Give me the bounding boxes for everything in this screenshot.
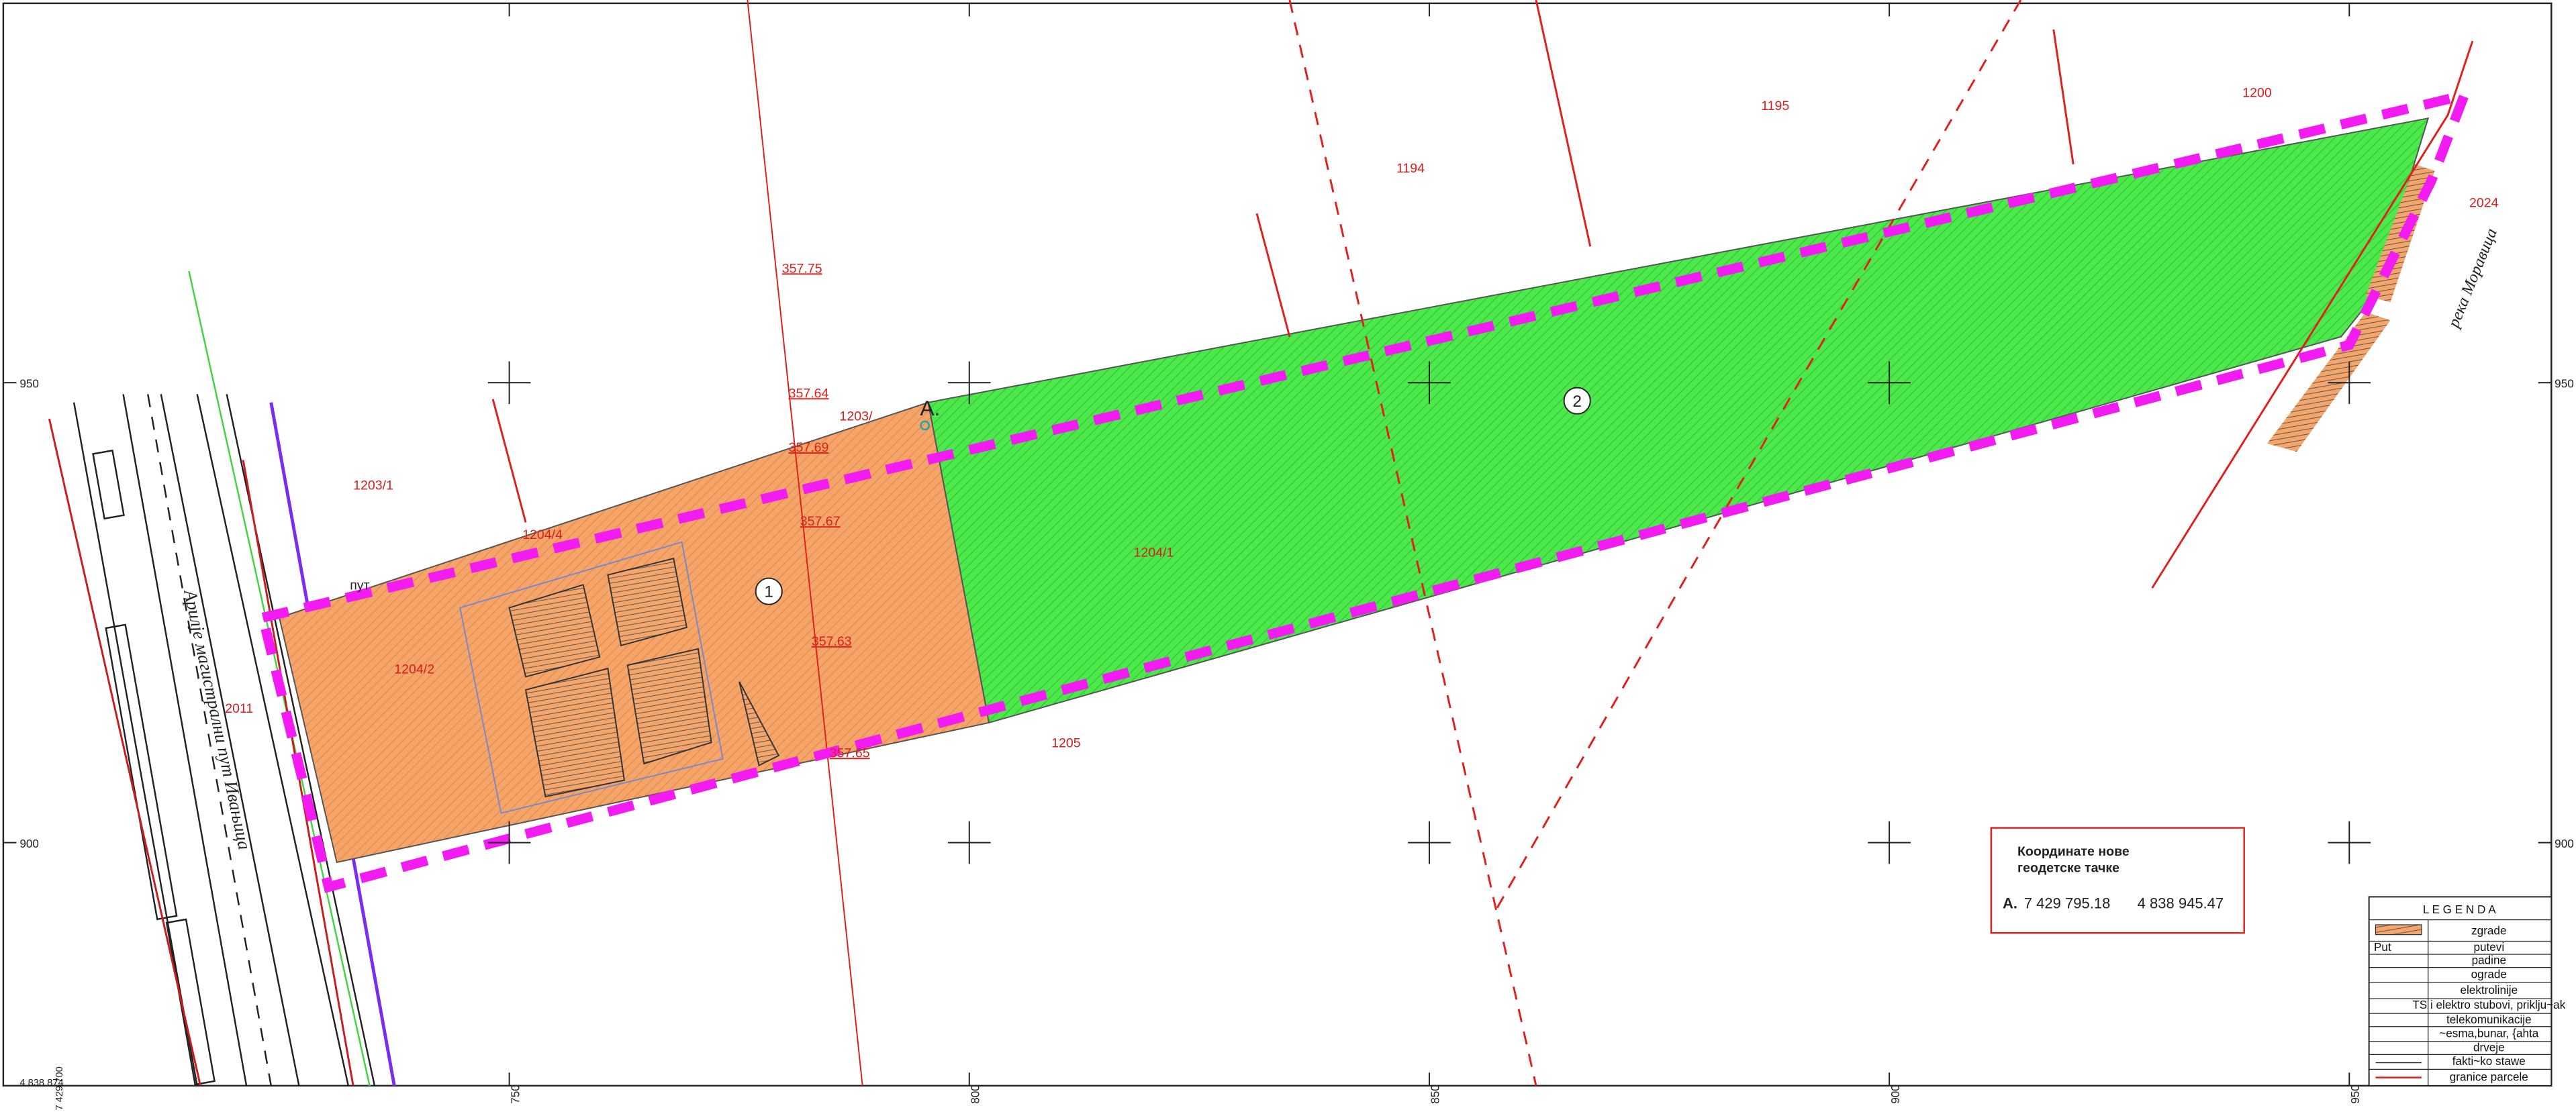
corner-easting: 7 429 700 bbox=[54, 1066, 65, 1110]
parcel-number: 1203/1 bbox=[353, 478, 393, 493]
legend-item: zgrade bbox=[2471, 924, 2506, 938]
survey-point bbox=[920, 420, 931, 431]
x-grid-label: 800 bbox=[968, 1084, 982, 1104]
legend-symbol: Put bbox=[2374, 940, 2391, 954]
coordinate-title: Координате нове bbox=[2017, 844, 2130, 859]
elevation: 357.69 bbox=[789, 440, 829, 455]
parcel-number: 2024 bbox=[2469, 195, 2499, 210]
coordinate-title: геодетске тачке bbox=[2017, 861, 2119, 876]
buildings bbox=[459, 164, 2435, 814]
legend-item: padine bbox=[2472, 954, 2506, 967]
parcel-2 bbox=[927, 117, 2430, 724]
parcel-number: 1205 bbox=[1051, 736, 1081, 751]
road-label: пут bbox=[350, 578, 369, 593]
parcel-number: 1204/4 bbox=[522, 527, 563, 542]
legend-item: drveje bbox=[2473, 1040, 2505, 1054]
legend-item: telekomunikacije bbox=[2446, 1013, 2532, 1026]
y-grid-label: 900 bbox=[19, 837, 39, 850]
coordinate-y: 4 838 945.47 bbox=[2138, 895, 2224, 912]
parcel-number: 1204/1 bbox=[1133, 546, 1174, 560]
river-name: река Моравица bbox=[2444, 225, 2501, 331]
parcel-boundary bbox=[48, 418, 201, 1086]
frame bbox=[2, 2, 2553, 1087]
point-label: A. bbox=[920, 396, 940, 420]
plot-marker bbox=[755, 577, 783, 605]
legend-item: ~esma,bunar, {ahta bbox=[2439, 1027, 2539, 1040]
legend-item: fakti~ko stawe bbox=[2452, 1054, 2526, 1068]
parcel-number: 1203/ bbox=[839, 409, 873, 424]
legend-item: granice parcele bbox=[2450, 1070, 2528, 1083]
road-name: Арилје магистрални пут Ивањица bbox=[180, 587, 255, 852]
corner-northing: 4 838 874 bbox=[19, 1078, 63, 1089]
legend-item: putevi bbox=[2473, 940, 2504, 954]
elevation: 357.64 bbox=[789, 386, 829, 401]
y-grid-label: 950 bbox=[2555, 377, 2574, 391]
parcel-number: 1194 bbox=[1396, 161, 1425, 176]
parcel-number: 1200 bbox=[2242, 85, 2272, 100]
legend-title: L E G E N D A bbox=[2423, 903, 2496, 916]
parcel-number: 1204/2 bbox=[394, 662, 434, 676]
elevation: 357.67 bbox=[800, 514, 841, 529]
boundary-lines bbox=[491, 0, 2474, 1086]
coordinate-point: A. bbox=[2003, 895, 2017, 912]
legend-item: elektrolinije bbox=[2460, 983, 2518, 997]
x-grid-label: 900 bbox=[1889, 1084, 1902, 1104]
legend-item: ograde bbox=[2471, 968, 2507, 981]
legend: L E G E N D A Put zgrade putevi padine o… bbox=[2368, 896, 2566, 1086]
plot-number: 2 bbox=[1572, 393, 1582, 411]
parcel-number: 1195 bbox=[1761, 99, 1789, 113]
x-grid-label: 950 bbox=[2348, 1084, 2362, 1104]
elevation: 357.63 bbox=[812, 634, 852, 649]
x-grid-label: 750 bbox=[508, 1084, 522, 1104]
parcel-number: 2011 bbox=[225, 701, 253, 716]
x-grid-label: 850 bbox=[1429, 1084, 1442, 1104]
coordinate-box bbox=[1990, 827, 2245, 934]
legend-item: TS i elektro stubovi, priklju~ak bbox=[2412, 998, 2565, 1011]
elevation: 357.75 bbox=[782, 261, 822, 276]
plot-marker bbox=[1563, 387, 1591, 415]
y-grid-label: 950 bbox=[19, 377, 39, 391]
grid-crosses bbox=[3, 3, 2552, 1086]
y-grid-label: 900 bbox=[2555, 837, 2574, 850]
plot-number: 1 bbox=[764, 583, 773, 601]
project-boundary bbox=[256, 88, 2473, 893]
elevation: 357.65 bbox=[830, 746, 870, 760]
coordinate-x: 7 429 795.18 bbox=[2024, 895, 2111, 912]
